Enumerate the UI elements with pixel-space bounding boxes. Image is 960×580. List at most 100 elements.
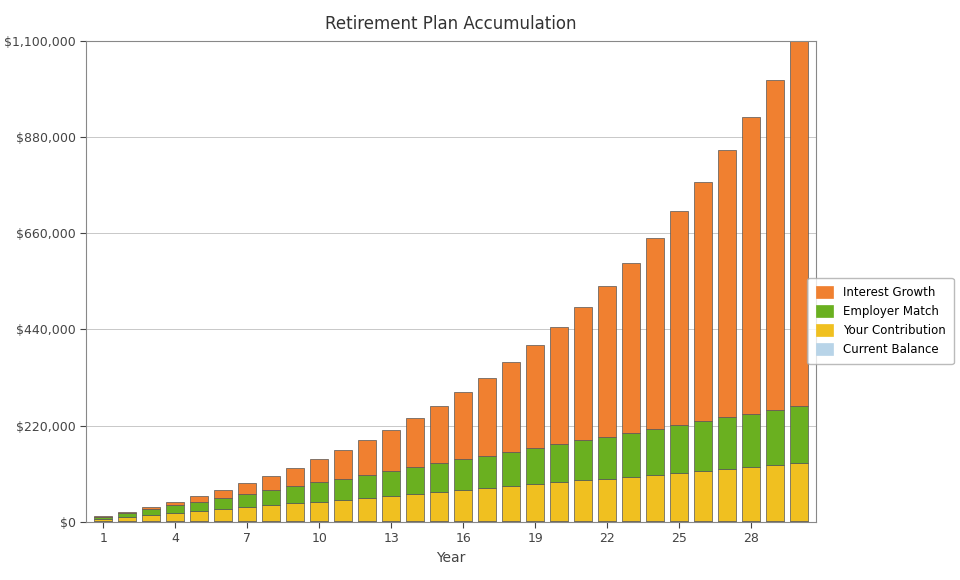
Bar — [406, 494, 424, 521]
Bar — [190, 496, 208, 502]
Bar — [286, 521, 304, 522]
Bar — [622, 521, 640, 522]
Bar — [646, 429, 664, 475]
Bar — [286, 467, 304, 486]
Bar — [670, 521, 688, 522]
Bar — [358, 440, 376, 475]
Bar — [766, 410, 784, 465]
Bar — [694, 421, 712, 471]
X-axis label: Year: Year — [437, 551, 466, 565]
Bar — [550, 327, 568, 444]
Bar — [502, 521, 520, 522]
Bar — [382, 471, 400, 496]
Bar — [238, 508, 256, 521]
Bar — [454, 459, 472, 490]
Bar — [478, 488, 496, 521]
Bar — [454, 490, 472, 521]
Bar — [430, 521, 448, 522]
Bar — [118, 521, 136, 522]
Bar — [718, 469, 736, 521]
Bar — [310, 521, 328, 522]
Bar — [742, 521, 760, 522]
Bar — [790, 463, 808, 521]
Bar — [598, 437, 616, 478]
Legend: Interest Growth, Employer Match, Your Contribution, Current Balance: Interest Growth, Employer Match, Your Co… — [807, 278, 953, 364]
Bar — [670, 211, 688, 425]
Bar — [622, 433, 640, 477]
Bar — [238, 521, 256, 522]
Bar — [766, 465, 784, 521]
Bar — [718, 521, 736, 522]
Bar — [766, 521, 784, 522]
Bar — [502, 362, 520, 452]
Bar — [430, 463, 448, 492]
Bar — [790, 41, 808, 406]
Bar — [358, 498, 376, 521]
Bar — [430, 492, 448, 521]
Bar — [598, 478, 616, 521]
Bar — [190, 511, 208, 521]
Bar — [286, 503, 304, 521]
Bar — [382, 496, 400, 521]
Bar — [166, 521, 184, 522]
Bar — [646, 475, 664, 521]
Bar — [742, 117, 760, 414]
Bar — [358, 475, 376, 498]
Bar — [502, 452, 520, 486]
Bar — [646, 521, 664, 522]
Bar — [790, 406, 808, 463]
Bar — [262, 505, 280, 521]
Bar — [358, 521, 376, 522]
Bar — [574, 307, 592, 440]
Bar — [646, 238, 664, 429]
Bar — [334, 499, 352, 521]
Bar — [406, 467, 424, 494]
Bar — [118, 513, 136, 517]
Bar — [118, 512, 136, 513]
Bar — [406, 418, 424, 467]
Bar — [142, 521, 160, 522]
Bar — [166, 513, 184, 521]
Bar — [166, 505, 184, 513]
Bar — [406, 521, 424, 522]
Bar — [574, 521, 592, 522]
Bar — [142, 515, 160, 521]
Bar — [478, 456, 496, 488]
Bar — [94, 521, 112, 522]
Bar — [190, 521, 208, 522]
Bar — [550, 444, 568, 483]
Bar — [790, 521, 808, 522]
Bar — [694, 182, 712, 421]
Bar — [694, 521, 712, 522]
Bar — [310, 459, 328, 483]
Bar — [118, 517, 136, 521]
Bar — [670, 425, 688, 473]
Bar — [742, 414, 760, 467]
Bar — [94, 519, 112, 521]
Bar — [478, 521, 496, 522]
Bar — [550, 483, 568, 521]
Bar — [262, 521, 280, 522]
Bar — [214, 498, 232, 509]
Bar — [94, 517, 112, 519]
Bar — [334, 521, 352, 522]
Bar — [382, 521, 400, 522]
Bar — [214, 521, 232, 522]
Bar — [454, 392, 472, 459]
Bar — [262, 490, 280, 505]
Bar — [430, 405, 448, 463]
Bar — [598, 521, 616, 522]
Bar — [526, 521, 544, 522]
Bar — [334, 450, 352, 478]
Bar — [622, 477, 640, 521]
Bar — [574, 440, 592, 480]
Bar — [526, 345, 544, 448]
Bar — [286, 486, 304, 503]
Bar — [262, 476, 280, 490]
Bar — [166, 502, 184, 505]
Bar — [334, 478, 352, 499]
Bar — [622, 263, 640, 433]
Bar — [478, 378, 496, 456]
Bar — [550, 521, 568, 522]
Bar — [718, 150, 736, 418]
